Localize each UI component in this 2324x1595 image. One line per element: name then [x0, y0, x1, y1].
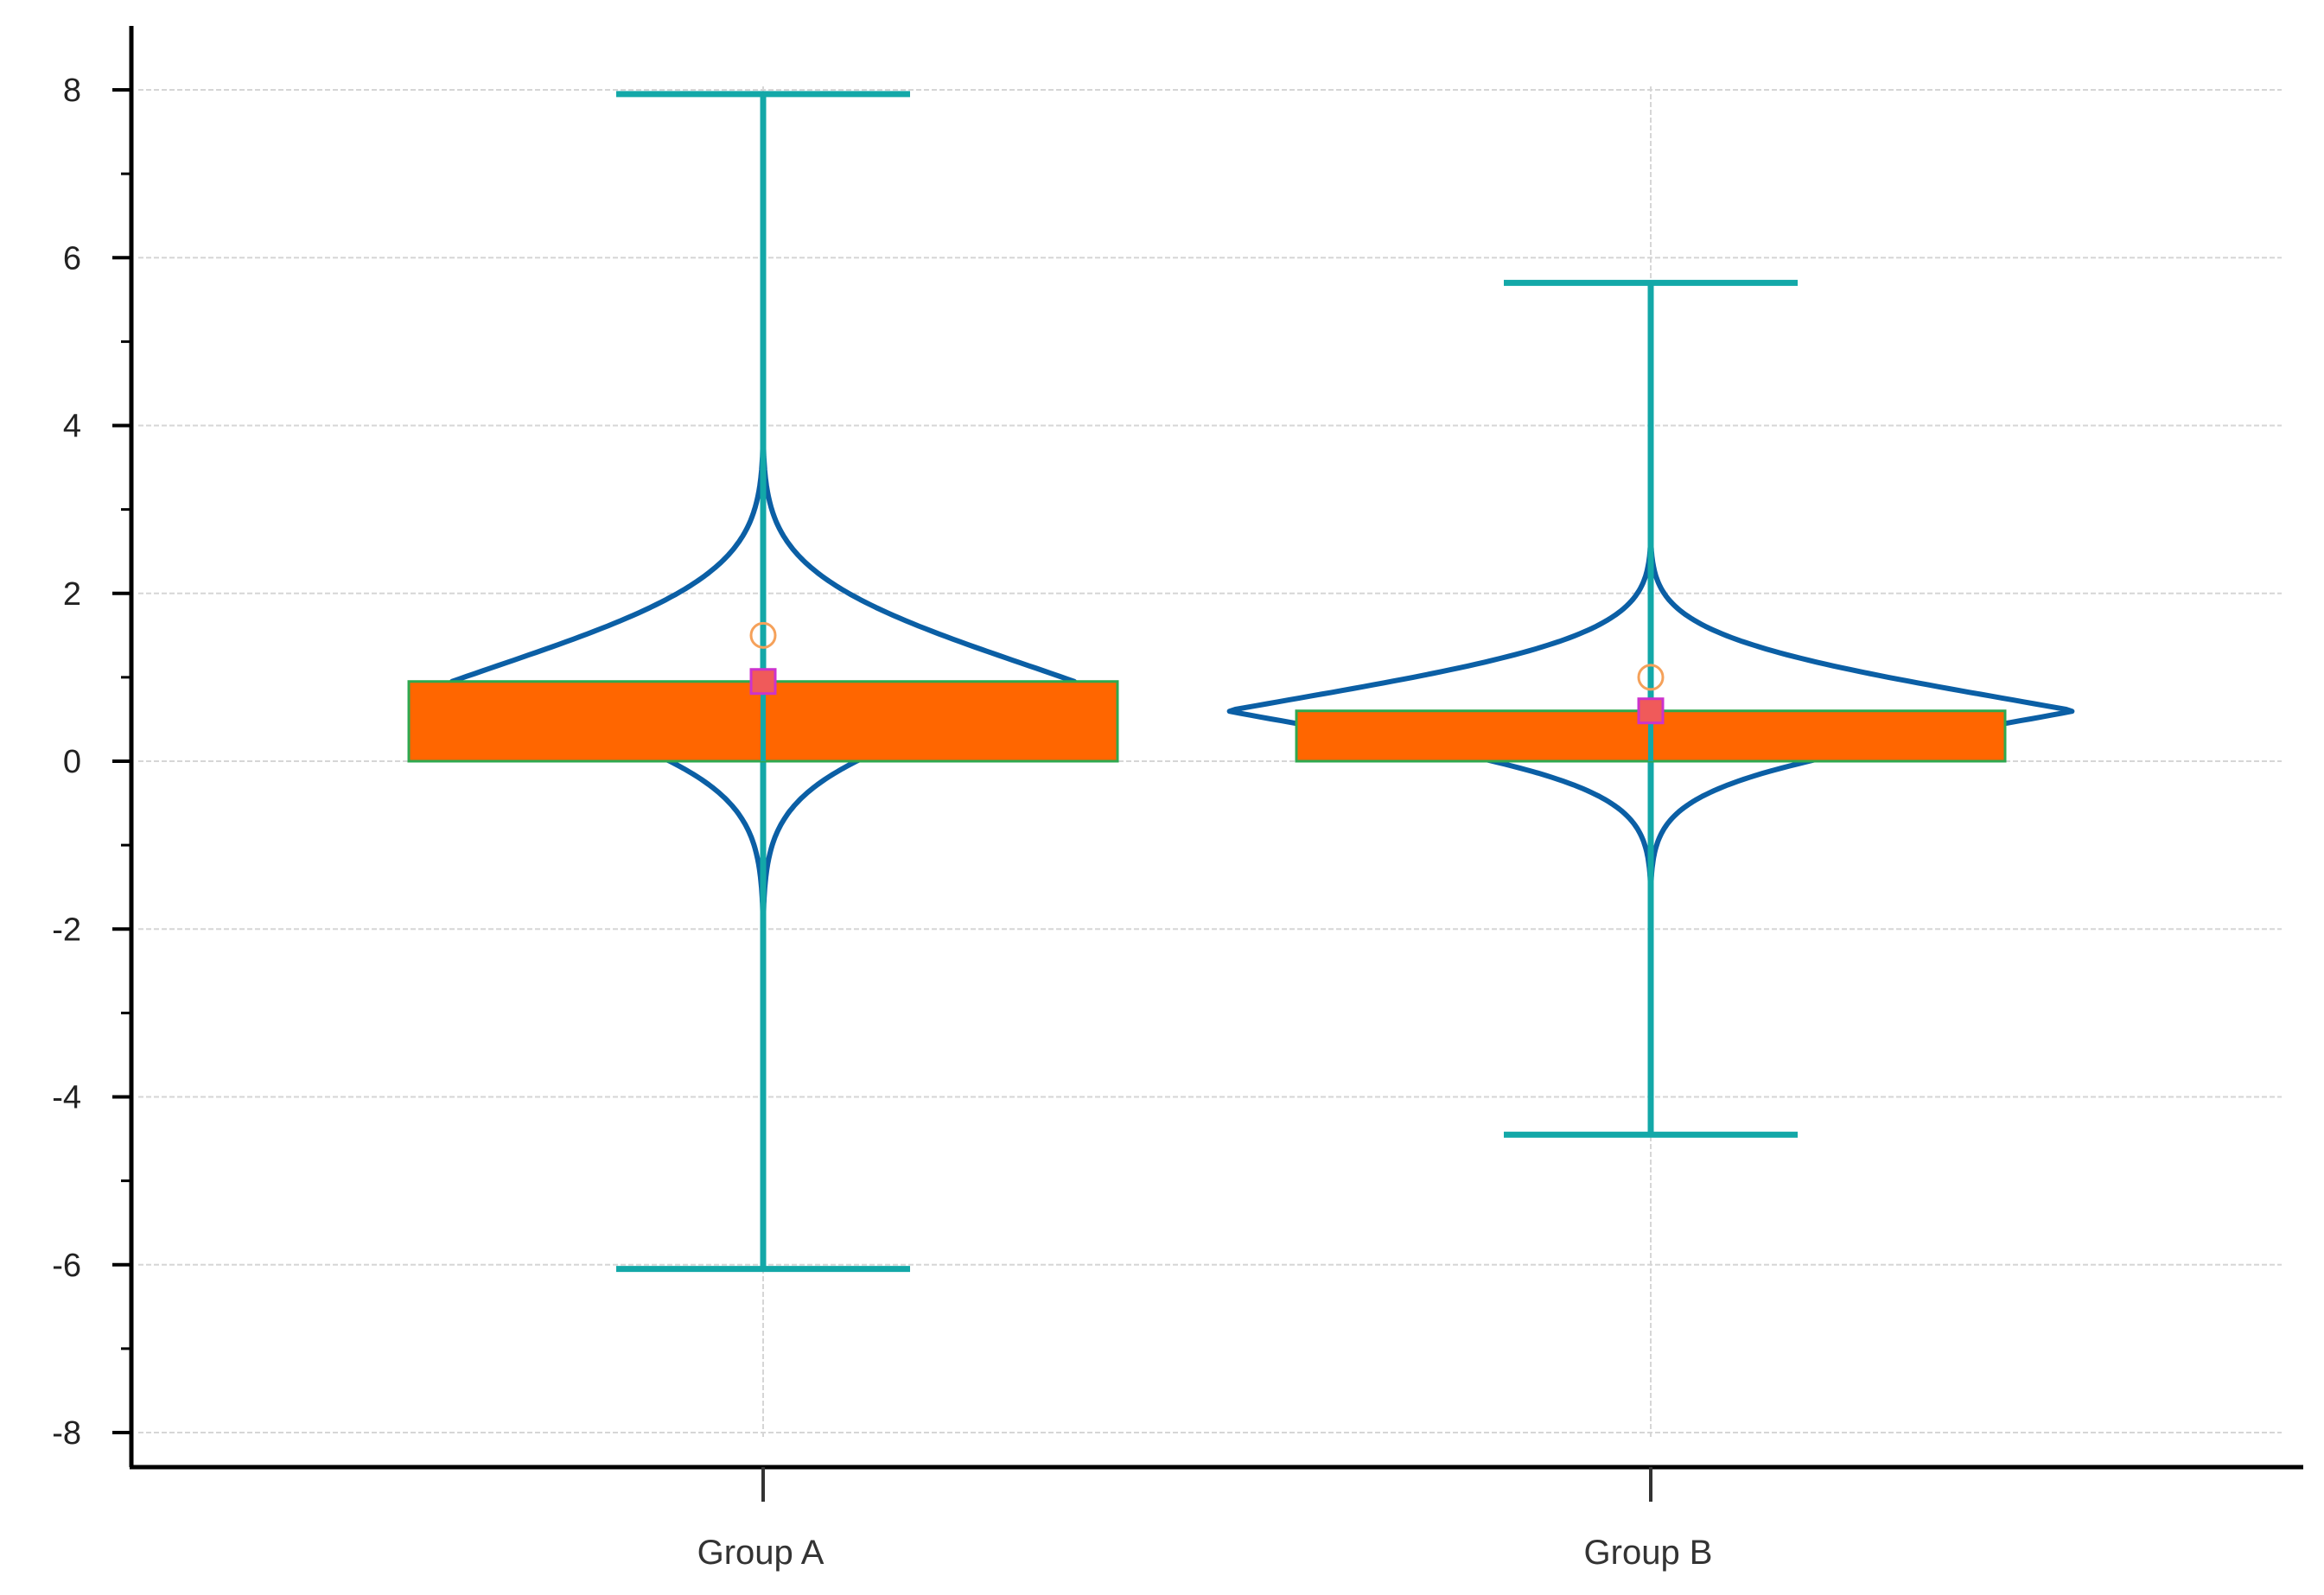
y-tick-label: 8 — [63, 73, 81, 109]
y-tick-label: -6 — [52, 1248, 81, 1284]
y-tick-label: -4 — [52, 1080, 81, 1116]
marker-layer — [749, 621, 1665, 725]
median-marker — [749, 668, 777, 696]
x-category-label: Group B — [1584, 1534, 1713, 1572]
y-tick-label: -2 — [52, 912, 81, 948]
mean-marker — [749, 621, 777, 649]
y-tick-label: 4 — [63, 409, 81, 445]
y-tick-label: -8 — [52, 1415, 81, 1452]
label-layer: 8 6 4 2 0 -2 -4 -6 -8 Group A Group B — [52, 73, 1712, 1572]
y-tick-label: 0 — [63, 744, 81, 780]
median-marker — [1637, 697, 1665, 725]
axis-layer — [112, 26, 2303, 1502]
y-tick-label: 6 — [63, 240, 81, 276]
mean-marker — [1637, 664, 1665, 691]
y-tick-label: 2 — [63, 576, 81, 613]
box-layer — [407, 680, 2007, 763]
x-category-label: Group A — [697, 1534, 825, 1572]
